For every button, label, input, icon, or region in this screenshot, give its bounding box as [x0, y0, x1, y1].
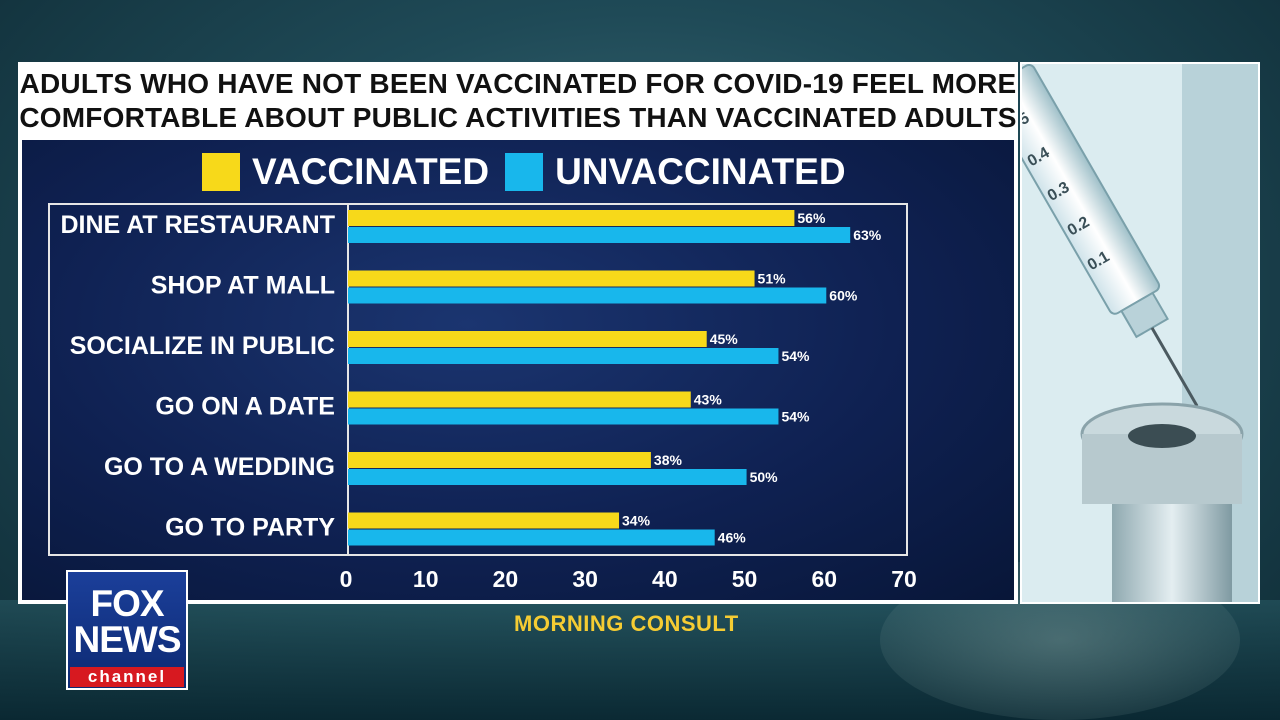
- legend-swatch-unvaccinated: [505, 153, 544, 191]
- title-line-2: COMFORTABLE ABOUT PUBLIC ACTIVITIES THAN…: [19, 102, 1017, 133]
- bar-vaccinated: [348, 270, 755, 287]
- data-label: 54%: [781, 348, 810, 364]
- legend-label-unvaccinated: UNVACCINATED: [555, 151, 846, 192]
- bar-unvaccinated: [348, 408, 779, 425]
- data-label: 51%: [758, 271, 787, 287]
- chart-title: ADULTS WHO HAVE NOT BEEN VACCINATED FOR …: [18, 62, 1018, 140]
- legend-swatch-vaccinated: [202, 153, 240, 191]
- syringe-illustration: 0.5 0.4 0.3 0.2 0.1: [1022, 64, 1258, 602]
- x-tick-label: 60: [811, 566, 837, 592]
- x-tick-label: 10: [413, 566, 439, 592]
- data-label: 43%: [694, 392, 723, 408]
- data-label: 38%: [654, 452, 683, 468]
- syringe-scale-label: 0.5: [1022, 110, 1033, 136]
- bar-vaccinated: [348, 391, 691, 408]
- data-label: 46%: [718, 530, 747, 546]
- bar-unvaccinated: [348, 287, 827, 304]
- bar-unvaccinated: [348, 529, 715, 546]
- bar-vaccinated: [348, 331, 707, 347]
- syringe-photo: 0.5 0.4 0.3 0.2 0.1: [1020, 62, 1260, 604]
- legend: VACCINATED UNVACCINATED: [202, 150, 862, 194]
- category-label: GO TO A WEDDING: [104, 453, 335, 481]
- category-panel: [50, 205, 349, 554]
- bar-vaccinated: [348, 210, 795, 226]
- chart-area: VACCINATED UNVACCINATED DINE AT RESTAURA…: [22, 140, 1014, 600]
- category-label: SOCIALIZE IN PUBLIC: [70, 332, 335, 360]
- logo-channel-text: channel: [70, 667, 184, 687]
- x-tick-label: 30: [572, 566, 598, 592]
- fox-news-logo: FOX NEWS channel: [66, 570, 188, 690]
- legend-item-vaccinated: VACCINATED: [202, 151, 489, 193]
- category-label: GO ON A DATE: [155, 393, 335, 421]
- x-tick-label: 70: [891, 566, 917, 592]
- data-label: 54%: [781, 409, 810, 425]
- bar-chart: DINE AT RESTAURANT 56% 63% SHOP AT MALL 51% 6…: [60, 210, 917, 592]
- logo-news-text: NEWS: [73, 619, 182, 660]
- x-tick-label: 50: [732, 566, 758, 592]
- bar-unvaccinated: [348, 469, 747, 485]
- data-label: 34%: [622, 513, 651, 529]
- category-label: DINE AT RESTAURANT: [60, 211, 335, 239]
- category-label: GO TO PARTY: [165, 514, 335, 542]
- bar-vaccinated: [348, 452, 651, 468]
- data-label: 63%: [853, 227, 882, 243]
- logo-fox-text: FOX: [90, 583, 164, 624]
- bar-vaccinated: [348, 512, 620, 529]
- legend-label-vaccinated: VACCINATED: [252, 151, 490, 192]
- x-tick-label: 40: [652, 566, 678, 592]
- bar-unvaccinated: [348, 227, 851, 243]
- source-label: MORNING CONSULT: [514, 611, 739, 636]
- x-tick-label: 0: [340, 566, 353, 592]
- data-label: 50%: [750, 469, 779, 485]
- data-label: 56%: [797, 210, 826, 226]
- plot-frame: [48, 203, 908, 556]
- category-label: SHOP AT MALL: [151, 272, 335, 300]
- x-tick-label: 20: [493, 566, 519, 592]
- chart-panel: ADULTS WHO HAVE NOT BEEN VACCINATED FOR …: [18, 62, 1018, 604]
- data-label: 60%: [829, 288, 858, 304]
- data-label: 45%: [710, 331, 739, 347]
- legend-item-unvaccinated: UNVACCINATED: [505, 151, 846, 193]
- title-line-1: ADULTS WHO HAVE NOT BEEN VACCINATED FOR …: [19, 68, 1017, 99]
- bar-unvaccinated: [348, 348, 779, 364]
